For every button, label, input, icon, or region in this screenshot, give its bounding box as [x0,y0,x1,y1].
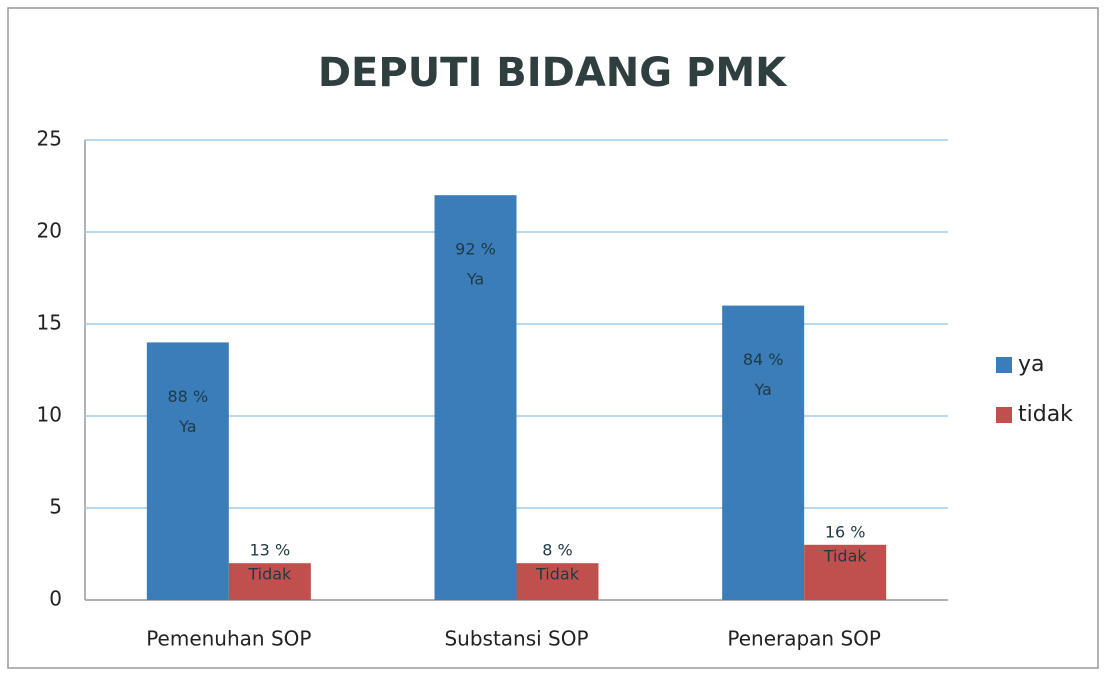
bar [804,544,887,600]
chart-title: DEPUTI BIDANG PMK [318,50,788,96]
bar-annotation: Tidak [823,546,868,565]
bar-annotation: 16 % [825,522,866,541]
bar-annotation: Ya [753,380,771,399]
bar-annotation: 88 % [168,387,209,406]
legend-label: tidak [1018,402,1073,427]
x-tick-label: Substansi SOP [444,627,588,651]
bar-annotation: Tidak [535,565,580,584]
legend-swatch [996,357,1012,373]
bar [434,195,517,600]
bar [516,563,599,600]
y-tick-label: 20 [37,219,62,243]
y-tick-label: 15 [37,311,62,335]
bar-annotation: 92 % [455,240,496,259]
legend-swatch [996,407,1012,423]
x-tick-label: Penerapan SOP [727,627,881,651]
y-tick-label: 0 [49,587,62,611]
bar-annotation: 13 % [250,541,291,560]
bar-annotation: Ya [466,270,484,289]
x-tick-label: Pemenuhan SOP [146,627,311,651]
bar-annotation: Ya [178,417,196,436]
bar [722,305,805,600]
bar [228,563,311,600]
bar-annotation: 8 % [542,541,572,560]
bar-annotation: Tidak [247,565,292,584]
bar [146,342,229,600]
bar-annotation: 84 % [743,350,784,369]
y-tick-label: 5 [49,495,62,519]
y-tick-label: 10 [37,403,62,427]
y-tick-label: 25 [37,127,62,151]
legend-label: ya [1018,352,1045,377]
